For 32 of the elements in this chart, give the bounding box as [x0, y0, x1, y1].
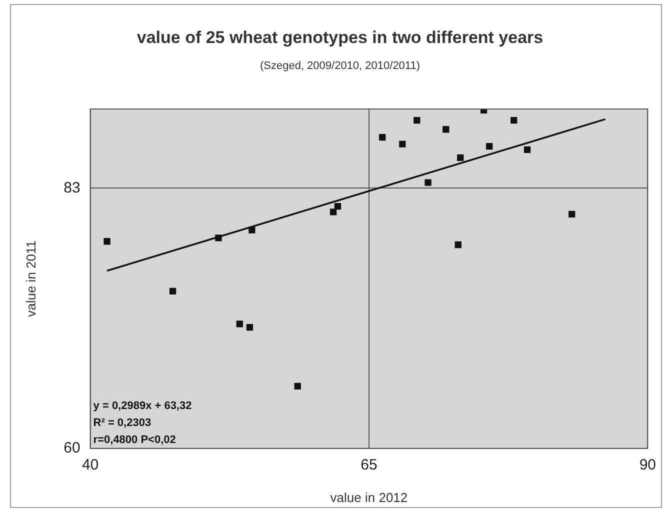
y-tick-label: 60	[64, 440, 80, 457]
x-tick-label: 65	[360, 456, 378, 474]
point	[246, 324, 254, 331]
point	[104, 238, 110, 245]
point	[215, 234, 222, 242]
point	[294, 382, 301, 390]
chart-subtitle: (Szeged, 2009/2010, 2010/2011)	[260, 60, 420, 72]
point	[330, 208, 337, 216]
point	[442, 126, 450, 133]
point	[486, 143, 493, 150]
point	[424, 179, 432, 186]
point	[414, 116, 420, 124]
x-tick-label: 40	[82, 456, 99, 474]
x-tick-label: 90	[639, 456, 656, 474]
point	[568, 210, 576, 218]
point	[510, 116, 518, 124]
y-axis-title: value in 2011	[23, 240, 38, 317]
point	[457, 154, 464, 161]
point	[236, 320, 243, 328]
y-tick-label: 83	[64, 179, 80, 196]
point	[524, 146, 531, 154]
chart-title: value of 25 wheat genotypes in two different years	[136, 28, 544, 47]
point	[379, 134, 386, 141]
point	[399, 140, 406, 148]
annotation: r=0,4800 P<0,02	[93, 434, 176, 446]
x-axis-title: value in 2012	[330, 490, 408, 505]
point	[334, 202, 342, 210]
annotation: y = 0,2989x + 63,32	[93, 400, 192, 412]
point	[169, 288, 176, 294]
annotation: R² = 0,2303	[93, 416, 152, 429]
point	[248, 226, 256, 234]
point	[454, 241, 462, 248]
